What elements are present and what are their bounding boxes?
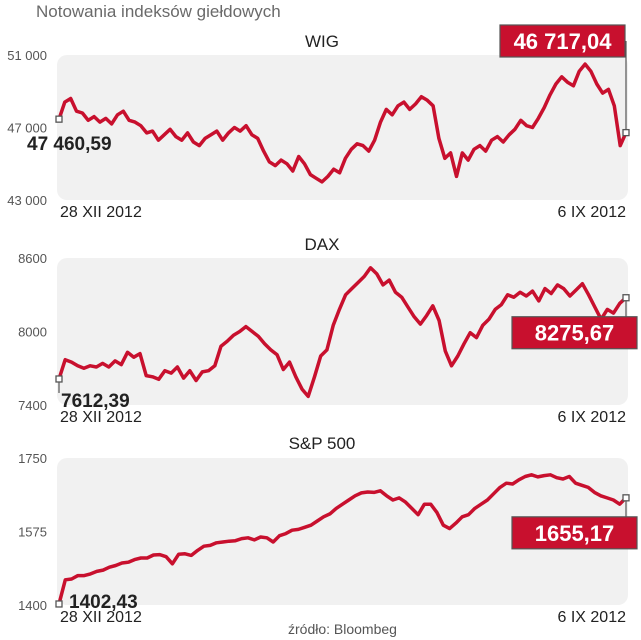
sp500-end-value-box — [511, 516, 638, 550]
dax-start-marker — [55, 375, 63, 383]
dax-y-tick-label: 7400 — [18, 398, 47, 413]
dax-start-value: 7612,39 — [61, 391, 130, 412]
dax-title: DAX — [305, 235, 340, 254]
sp500-y-tick-label: 1750 — [18, 451, 47, 466]
wig-y-tick-label: 47 000 — [7, 121, 47, 136]
wig-end-value-box — [499, 24, 626, 58]
dax-end-value: 8275,67 — [535, 321, 615, 346]
dax-end-marker — [622, 294, 630, 302]
wig-end-value: 46 717,04 — [514, 29, 613, 54]
wig-y-tick-label: 43 000 — [7, 193, 47, 208]
sp500-title: S&P 500 — [289, 434, 356, 453]
wig-series-line — [57, 62, 628, 184]
dax-end-value-box — [511, 316, 638, 350]
dax-y-tick-label: 8000 — [18, 325, 47, 340]
dax-x-end-label: 6 IX 2012 — [558, 409, 627, 426]
dax-panel — [57, 258, 628, 405]
sp500-end-marker — [622, 494, 630, 502]
chart-header: Notowania indeksów giełdowych — [36, 2, 281, 21]
wig-x-start-label: 28 XII 2012 — [60, 204, 142, 221]
sp500-start-value: 1402,43 — [69, 592, 138, 613]
wig-title: WIG — [305, 32, 339, 51]
sp500-panel — [57, 458, 628, 605]
sp500-start-marker — [55, 600, 63, 608]
dax-y-tick-label: 8600 — [18, 251, 47, 266]
source-note: źródło: Bloombeg — [288, 621, 397, 637]
wig-start-marker — [55, 115, 63, 123]
wig-panel — [57, 55, 628, 200]
sp500-x-start-label: 28 XII 2012 — [60, 609, 142, 626]
wig-y-tick-label: 51 000 — [7, 48, 47, 63]
dax-series-line — [57, 266, 628, 399]
wig-end-marker — [622, 128, 630, 137]
sp500-end-value: 1655,17 — [535, 521, 615, 546]
wig-x-end-label: 6 IX 2012 — [558, 204, 627, 221]
sp500-series-line — [57, 473, 628, 606]
wig-start-value: 47 460,59 — [27, 134, 112, 155]
sp500-x-end-label: 6 IX 2012 — [558, 609, 627, 626]
dax-x-start-label: 28 XII 2012 — [60, 409, 142, 426]
sp500-y-tick-label: 1575 — [18, 525, 47, 540]
sp500-y-tick-label: 1400 — [18, 598, 47, 613]
